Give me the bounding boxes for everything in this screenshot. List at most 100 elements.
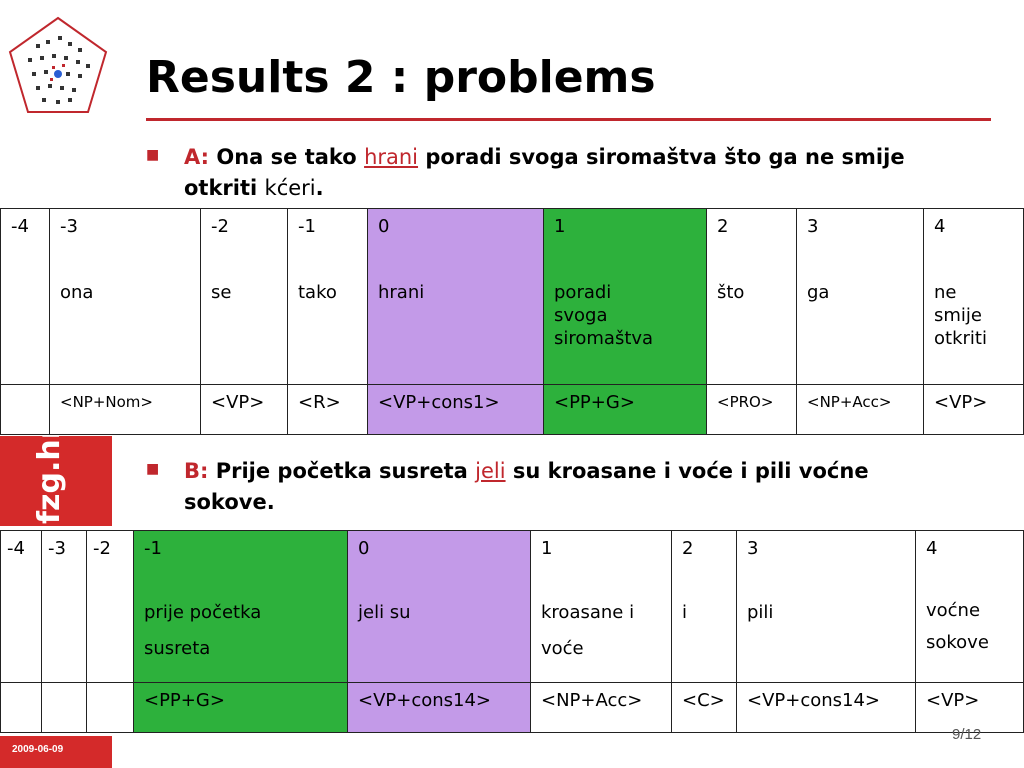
word-label: što xyxy=(717,282,745,303)
bullet-b: ■ B: Prije početka susreta jeli su kroas… xyxy=(146,456,1006,520)
position-label: 4 xyxy=(926,538,938,559)
sidebar-brand: fzg.hr xyxy=(0,436,112,526)
bullet-a-post: poradi svoga siromaštva što ga ne smije xyxy=(425,145,905,169)
word-label: tako xyxy=(298,282,337,303)
word-label: jeli su xyxy=(358,602,411,623)
table-row: -4 -3 -2 -1 prije početka susreta 0 jeli s… xyxy=(0,530,1024,683)
tag-label: <VP+cons1> xyxy=(378,392,500,413)
tag-cell xyxy=(0,384,50,435)
tag-cell: <NP+Acc> xyxy=(530,682,672,733)
position-label: 1 xyxy=(554,216,566,237)
table-row: <NP+Nom> <VP> <R> <VP+cons1> <PP+G> <PRO… xyxy=(0,384,1024,435)
table-cell: -3 xyxy=(41,530,87,683)
table-cell: 3 pili xyxy=(736,530,916,683)
tag-cell: <PP+G> xyxy=(543,384,707,435)
position-label: 1 xyxy=(541,538,553,559)
tag-cell xyxy=(0,682,42,733)
dependent-cell: 1 poradi svoga siromaštva xyxy=(543,208,707,385)
position-label: -2 xyxy=(211,216,229,237)
tag-cell xyxy=(86,682,134,733)
tag-label: <VP> xyxy=(934,392,988,413)
table-b: -4 -3 -2 -1 prije početka susreta 0 jeli s… xyxy=(0,530,1024,733)
table-cell: 2 što xyxy=(706,208,797,385)
tag-cell: <VP> xyxy=(915,682,1024,733)
tag-cell: <C> xyxy=(671,682,737,733)
word-label: ona xyxy=(60,282,94,303)
tag-cell: <PP+G> xyxy=(133,682,348,733)
tag-label: <PP+G> xyxy=(144,690,225,711)
word-label: ne smije otkriti xyxy=(934,282,987,349)
bullet-a: ■ A: Ona se tako hrani poradi svoga siro… xyxy=(146,142,1006,206)
bullet-a-line2-bold: otkriti xyxy=(184,176,258,200)
table-row: <PP+G> <VP+cons14> <NP+Acc> <C> <VP+cons… xyxy=(0,682,1024,733)
position-label: -4 xyxy=(11,216,29,237)
tag-label: <NP+Acc> xyxy=(541,690,643,711)
position-label: 0 xyxy=(378,216,390,237)
head-cell: 0 hrani xyxy=(367,208,544,385)
tag-label: <VP> xyxy=(926,690,980,711)
word-label: poradi svoga siromaštva xyxy=(554,282,654,349)
word-label: se xyxy=(211,282,232,303)
tag-label: <VP+cons14> xyxy=(358,690,492,711)
bullet-b-verb: jeli xyxy=(475,459,506,483)
bullet-a-line2-plain: kćeri xyxy=(264,176,316,200)
word-label: ga xyxy=(807,282,830,303)
bullet-square-icon: ■ xyxy=(146,461,160,477)
tag-cell: <NP+Acc> xyxy=(796,384,924,435)
table-cell: -1 tako xyxy=(287,208,368,385)
tag-cell: <PRO> xyxy=(706,384,797,435)
table-cell: 4 ne smije otkriti xyxy=(923,208,1024,385)
position-label: 3 xyxy=(807,216,819,237)
tag-label: <PP+G> xyxy=(554,392,635,413)
tag-cell xyxy=(41,682,87,733)
table-cell: 4 voćne sokove xyxy=(915,530,1024,683)
table-cell: -4 xyxy=(0,530,42,683)
footer-date: 2009-06-09 xyxy=(12,744,64,755)
position-label: 4 xyxy=(934,216,946,237)
bullet-a-verb: hrani xyxy=(364,145,419,169)
tag-cell: <VP> xyxy=(200,384,288,435)
word-label: voćne sokove xyxy=(926,600,989,653)
tag-label: <NP+Nom> xyxy=(60,393,153,411)
word-label: kroasane i voće xyxy=(541,602,635,659)
bullet-b-post: su kroasane i voće i pili voćne xyxy=(512,459,869,483)
position-label: -1 xyxy=(298,216,316,237)
slide-title: Results 2 : problems xyxy=(146,52,656,103)
bullet-a-line2-end: . xyxy=(315,176,324,200)
tag-cell: <VP+cons1> xyxy=(367,384,544,435)
sidebar-url: fzg.hr xyxy=(32,436,67,524)
tag-label: <C> xyxy=(682,690,725,711)
table-cell: -3 ona xyxy=(49,208,201,385)
bullet-b-pre: Prije početka susreta xyxy=(215,459,468,483)
tag-cell: <VP> xyxy=(923,384,1024,435)
bullet-a-label: A: xyxy=(184,145,210,169)
title-underline xyxy=(146,118,991,121)
tag-label: <PRO> xyxy=(717,393,774,411)
tag-cell: <VP+cons14> xyxy=(347,682,531,733)
tag-label: <R> xyxy=(298,392,341,413)
tag-label: <VP> xyxy=(211,392,265,413)
table-cell: -2 se xyxy=(200,208,288,385)
table-cell: 3 ga xyxy=(796,208,924,385)
tag-label: <NP+Acc> xyxy=(807,393,892,411)
bullet-square-icon: ■ xyxy=(146,147,160,163)
position-label: -1 xyxy=(144,538,162,559)
position-label: 0 xyxy=(358,538,370,559)
position-label: 3 xyxy=(747,538,759,559)
tag-cell: <R> xyxy=(287,384,368,435)
position-label: -4 xyxy=(7,538,25,559)
head-cell: 0 jeli su xyxy=(347,530,531,683)
table-cell: 1 kroasane i voće xyxy=(530,530,672,683)
dependent-cell: -1 prije početka susreta xyxy=(133,530,348,683)
footer-date-box: 2009-06-09 xyxy=(0,736,112,768)
table-cell: -2 xyxy=(86,530,134,683)
table-a: -4 -3 ona -2 se -1 tako 0 hrani 1 poradi svog… xyxy=(0,208,1024,435)
table-cell: -4 xyxy=(0,208,50,385)
tag-cell: <VP+cons14> xyxy=(736,682,916,733)
position-label: 2 xyxy=(717,216,729,237)
position-label: -2 xyxy=(93,538,111,559)
word-label: pili xyxy=(747,602,774,623)
ffzg-logo-icon xyxy=(8,16,108,113)
position-label: -3 xyxy=(60,216,78,237)
